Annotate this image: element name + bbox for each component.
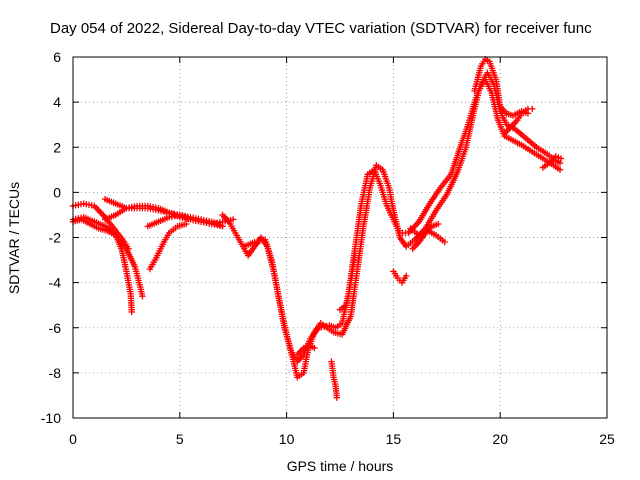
y-tick-label: 2 (53, 139, 61, 155)
data-series (501, 105, 536, 137)
x-axis-label: GPS time / hours (287, 458, 394, 474)
data-point (529, 105, 536, 113)
data-point (435, 220, 442, 228)
data-point (557, 155, 565, 162)
data-points (69, 56, 565, 401)
y-tick-labels: -10 -8 -6 -4 -2 0 2 4 6 (41, 49, 607, 426)
y-axis-label: SDTVAR / TECUs (6, 182, 22, 294)
y-tick-label: -2 (49, 230, 62, 246)
data-point (556, 166, 564, 174)
x-tick-label: 20 (492, 431, 508, 447)
data-series (144, 211, 226, 230)
x-tick-label: 5 (176, 431, 184, 447)
data-series (69, 216, 135, 316)
y-tick-label: -6 (49, 320, 62, 336)
y-tick-label: -4 (49, 275, 62, 291)
data-series (294, 342, 318, 359)
data-point (230, 216, 237, 223)
data-point (219, 223, 226, 230)
y-tick-label: 6 (53, 49, 61, 65)
y-tick-label: 4 (53, 94, 61, 110)
data-point (441, 238, 448, 246)
data-point (311, 344, 318, 352)
data-series (336, 252, 359, 313)
data-series (146, 220, 190, 273)
data-series (409, 220, 442, 252)
data-point (403, 272, 410, 280)
x-tick-label: 10 (279, 431, 295, 447)
y-tick-label: -10 (41, 410, 61, 426)
y-tick-label: -8 (49, 365, 62, 381)
x-tick-label: 0 (69, 431, 77, 447)
data-point (333, 394, 340, 401)
data-series (328, 358, 340, 401)
data-point (351, 252, 359, 259)
x-tick-label: 25 (599, 431, 615, 447)
grid (73, 57, 607, 418)
x-tick-labels: 0 5 10 15 20 25 (69, 57, 615, 447)
data-point (183, 220, 190, 228)
data-series (69, 213, 146, 300)
data-series (539, 153, 565, 171)
data-point (556, 159, 564, 167)
data-series (471, 56, 532, 119)
data-series (219, 76, 564, 381)
data-point (128, 308, 135, 316)
data-point (125, 245, 132, 252)
y-tick-label: 0 (53, 184, 61, 200)
chart-title: Day 054 of 2022, Sidereal Day-to-day VTE… (50, 20, 592, 37)
data-series (390, 268, 410, 286)
data-point (139, 292, 146, 300)
x-tick-label: 15 (386, 431, 402, 447)
